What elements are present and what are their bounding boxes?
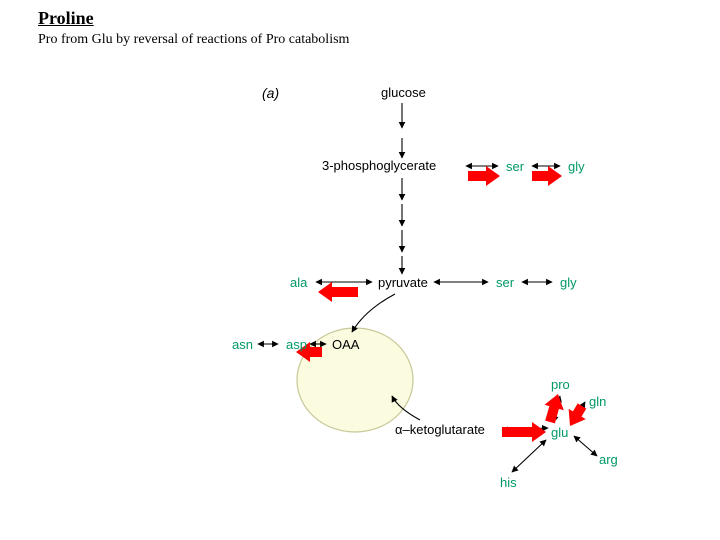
metabolite-label-3pg: 3-phosphoglycerate <box>322 158 436 173</box>
highlight-arrow <box>545 394 564 423</box>
highlight-arrow <box>318 282 358 302</box>
amino-acid-label-arg: arg <box>599 452 618 467</box>
metabolite-label-oaa: OAA <box>332 337 359 352</box>
amino-acid-label-pro: pro <box>551 377 570 392</box>
pyruvate-to-oaa-arrow <box>352 294 395 332</box>
amino-acid-label-ala: ala <box>290 275 307 290</box>
amino-acid-label-ser2: ser <box>496 275 514 290</box>
highlight-arrow <box>502 422 546 442</box>
metabolite-label-pyruvate: pyruvate <box>378 275 428 290</box>
highlight-arrow <box>532 166 562 186</box>
amino-acid-label-gln: gln <box>589 394 606 409</box>
metabolite-label-glucose: glucose <box>381 85 426 100</box>
amino-acid-label-ser1: ser <box>506 159 524 174</box>
amino-acid-label-his: his <box>500 475 517 490</box>
pathway-arrow <box>512 440 546 472</box>
amino-acid-label-glu: glu <box>551 425 568 440</box>
metabolite-label-akg: α–ketoglutarate <box>395 422 485 437</box>
highlight-arrow <box>468 166 500 186</box>
pathway-arrow <box>574 436 597 456</box>
amino-acid-label-gly1: gly <box>568 159 585 174</box>
amino-acid-label-asn: asn <box>232 337 253 352</box>
amino-acid-label-gly2: gly <box>560 275 577 290</box>
amino-acid-label-asp: asp <box>286 337 307 352</box>
highlight-arrow <box>569 403 587 426</box>
